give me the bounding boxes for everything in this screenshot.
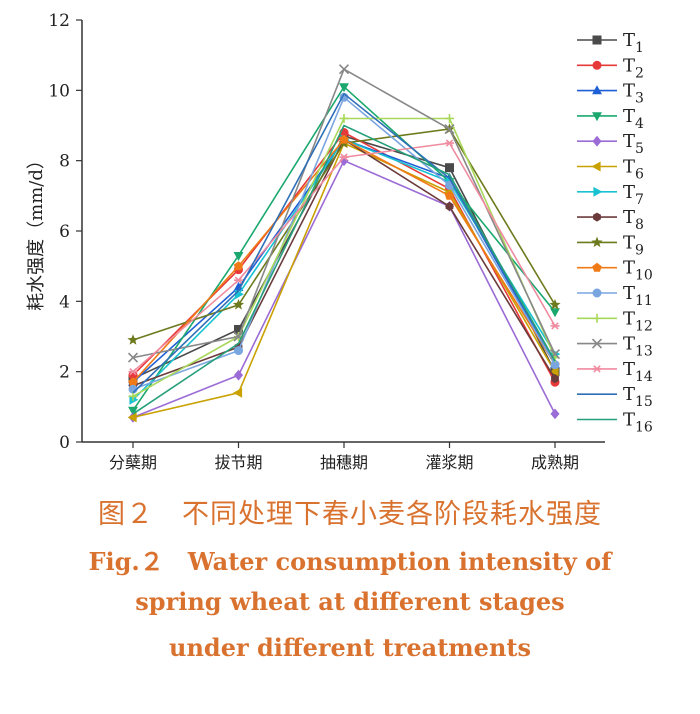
legend-label-T16: T16 [623,410,653,436]
data-point-T11 [550,360,560,370]
legend-marker-T5 [592,135,602,147]
y-tick-label: 8 [59,152,70,172]
data-point-T13 [444,123,455,135]
legend-marker-T1 [592,35,602,45]
data-point-T4 [550,308,560,318]
legend-marker-T6 [591,161,601,172]
data-point-T14 [234,276,243,284]
data-point-T10 [128,377,138,387]
legend-label-T14: T14 [623,359,653,385]
figure-caption-english-line3: under different treatments [169,633,531,662]
data-point-T7 [129,394,139,405]
legend-marker-T12 [592,313,602,323]
data-point-T13 [127,352,139,363]
data-point-T5 [339,155,349,167]
legend-label-T13: T13 [623,334,653,360]
legend-label-T3: T3 [623,81,644,107]
data-point-T9 [232,299,245,310]
legend-label-T1: T1 [623,30,644,56]
y-axis-label: 耗水强度（mm/d） [26,151,47,311]
data-point-T6 [233,387,243,398]
legend-label-T6: T6 [623,157,644,183]
data-point-T12 [445,113,454,123]
data-point-T1 [445,163,454,173]
data-point-T3 [233,281,244,291]
legend-marker-T9 [591,236,603,248]
data-point-T14 [128,367,138,376]
data-point-T12 [339,113,349,123]
legend-label-T15: T15 [623,384,653,410]
data-point-T1 [234,324,243,334]
data-point-T8 [445,201,454,211]
legend-label-T10: T10 [623,258,653,284]
legend-label-T4: T4 [623,106,644,132]
x-tick-label: 分蘖期 [109,453,157,472]
legend-marker-T14 [592,365,602,373]
y-tick-label: 2 [59,363,70,383]
legend-marker-T4 [592,112,602,122]
data-point-T13 [338,64,350,75]
series-line-T15 [132,92,556,394]
series-line-T6 [132,142,556,419]
legend-label-T12: T12 [623,308,653,334]
data-point-T4 [233,252,244,262]
data-point-T5 [550,408,560,420]
x-tick-label: 抽穗期 [320,453,368,472]
series-line-T3 [132,138,556,383]
legend-label-T9: T9 [623,232,644,258]
data-point-T13 [233,331,244,342]
data-point-T4 [128,406,138,416]
data-point-T9 [127,334,139,345]
series-line-T10 [132,138,556,383]
chart-area: 0 2 4 6 8 10 12 分蘖期 拔节期 抽穗期 灌浆期 成熟期 耗水强度（mm/d） T1 T2 T3… [26,11,653,472]
data-point-T8 [551,374,559,384]
y-tick-label: 0 [59,433,70,453]
legend-label-T7: T7 [623,182,644,208]
data-point-T4 [339,83,349,93]
legend-label-T5: T5 [623,131,644,157]
figure-caption-english-line2: spring wheat at different stages [135,587,565,616]
y-tick-label: 12 [48,11,70,31]
data-point-T10 [444,190,455,200]
series-line-T16 [132,124,556,415]
data-point-T14 [339,153,349,161]
legend-marker-T7 [593,186,603,197]
legend-label-T2: T2 [623,55,644,81]
data-point-T10 [233,261,244,271]
legend-marker-T2 [592,60,602,70]
data-point-T6 [549,366,559,377]
figure-caption-english-line1: Fig.２ Water consumption intensity of [88,547,612,576]
data-point-T9 [549,299,561,310]
data-point-T14 [445,139,454,147]
x-tick-label: 灌浆期 [425,453,473,472]
legend-marker-T3 [592,85,602,95]
y-tick-label: 10 [48,81,70,101]
legend-marker-T8 [593,212,601,222]
legend-marker-T11 [592,288,602,298]
legend-marker-T10 [592,262,602,272]
y-tick-label: 4 [59,292,70,312]
data-point-T14 [550,322,560,330]
y-tick-label: 6 [59,222,70,242]
data-point-T5 [234,369,243,381]
data-point-T10 [339,134,349,144]
data-point-T11 [234,346,243,356]
figure-caption-chinese: 图２ 不同处理下春小麦各阶段耗水强度 [98,499,602,530]
data-point-T6 [127,412,137,423]
legend-label-T8: T8 [623,207,644,233]
line-chart: 0 2 4 6 8 10 12 分蘖期 拔节期 抽穗期 灌浆期 成熟期 耗水强度（mm/d） T1T2T3… [26,11,653,472]
x-tick-label: 成熟期 [531,453,579,472]
legend-marker-T13 [591,338,603,349]
x-tick-label: 拔节期 [214,453,262,472]
legend-label-T11: T11 [623,283,653,309]
data-point-T12 [128,391,138,401]
